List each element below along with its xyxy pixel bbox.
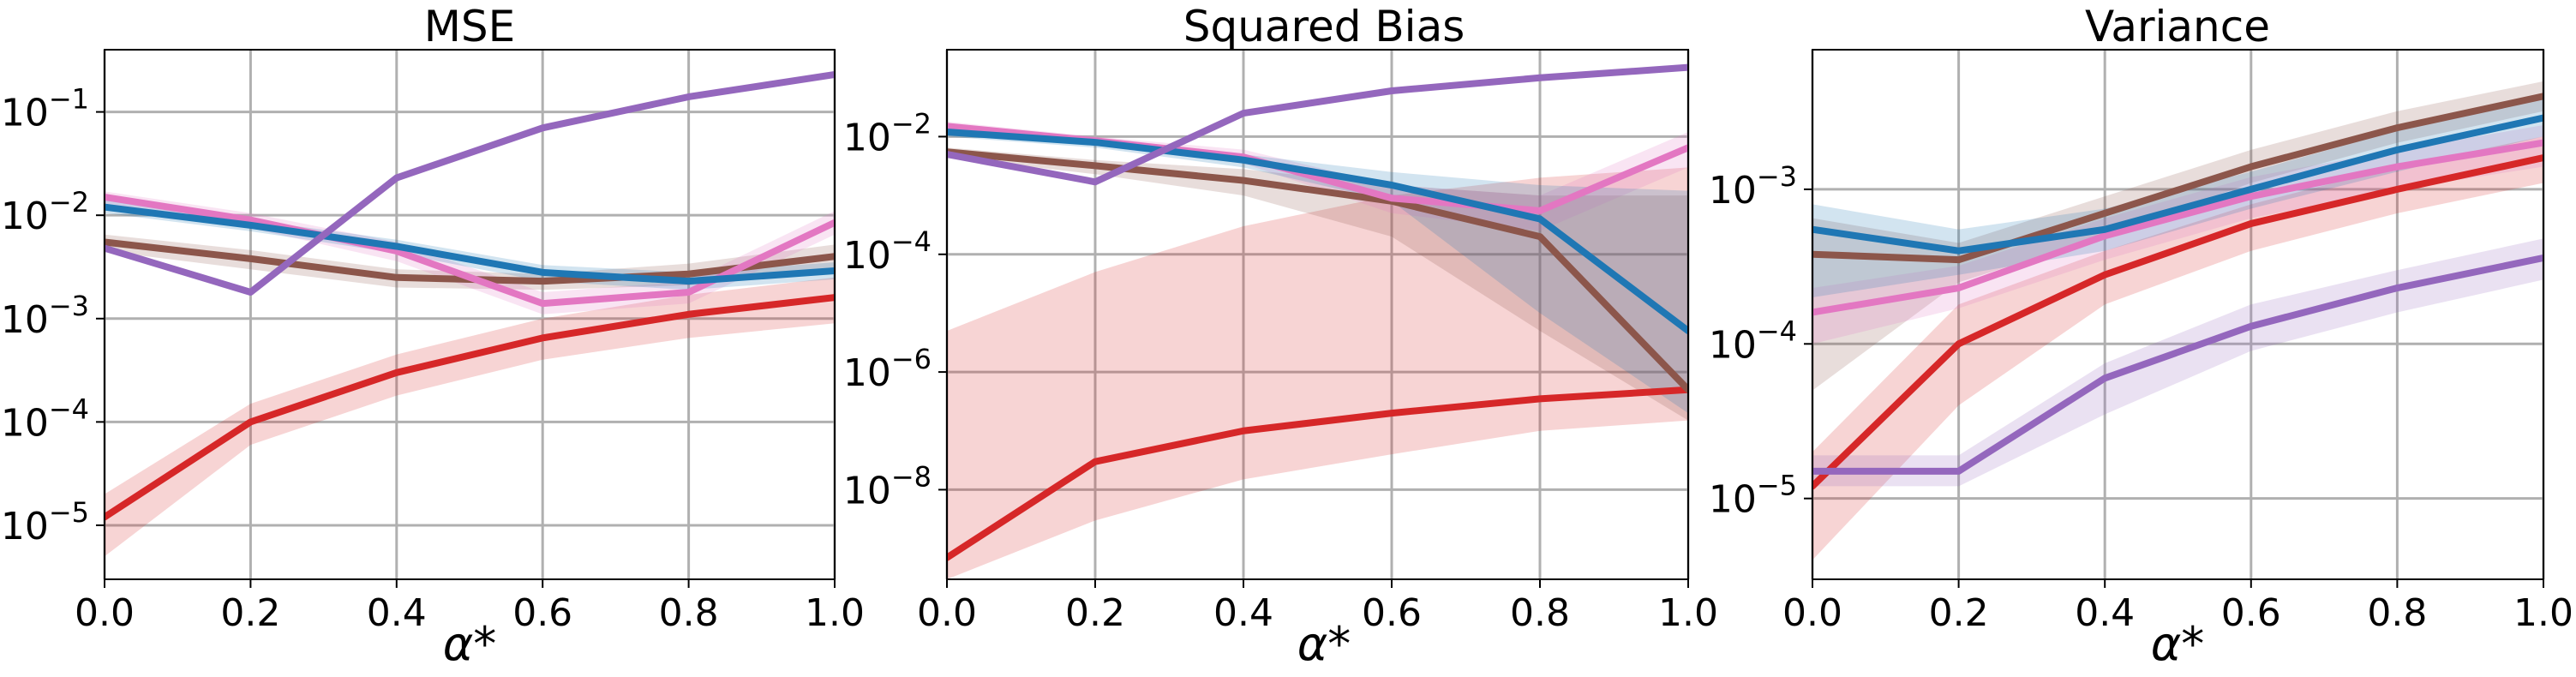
x-tick-label: 0.2 (220, 591, 280, 635)
confidence-band (1812, 125, 2543, 344)
subplot-title: Variance (2085, 2, 2270, 51)
x-tick-label: 0.2 (1065, 591, 1125, 635)
confidence-band (947, 167, 1688, 579)
subplot-squared-bias: Squared Bias α* 0.0 0.2 0.4 0.6 0.8 1.0 10−8 10… (843, 2, 1718, 671)
series-line (947, 148, 1688, 393)
x-tick-label: 0.4 (367, 591, 427, 635)
x-tick-label: 0.0 (917, 591, 977, 635)
plot-area (1812, 81, 2543, 560)
x-tick-label: 1.0 (2513, 591, 2573, 635)
axes-frame (946, 49, 1689, 580)
x-tick-label: 0.0 (1782, 591, 1842, 635)
y-tick-label: 10−5 (1709, 470, 1797, 522)
x-tick-label: 0.4 (2075, 591, 2135, 635)
subplot-title: MSE (424, 2, 515, 51)
y-tick-label: 10−4 (1, 392, 89, 445)
y-tick-label: 10−4 (843, 225, 932, 278)
x-axis-label: α* (1297, 617, 1351, 671)
axes-frame (1812, 49, 2544, 580)
confidence-band (105, 191, 835, 315)
y-tick-label: 10−3 (1709, 160, 1797, 213)
subplot-title: Squared Bias (1183, 2, 1465, 51)
x-tick-label: 0.0 (75, 591, 135, 635)
y-tick-label: 10−4 (1709, 315, 1797, 367)
x-tick-label: 1.0 (1658, 591, 1718, 635)
y-tick-label: 10−5 (1, 496, 89, 548)
y-tick-label: 10−8 (843, 460, 932, 512)
series-line (947, 63, 1688, 186)
y-tick-label: 10−2 (1, 186, 89, 238)
series-line (947, 386, 1688, 561)
x-tick-label: 0.2 (1929, 591, 1989, 635)
x-axis-label: α* (443, 617, 497, 671)
y-tick-label: 10−3 (1, 290, 89, 342)
plot-area (105, 70, 835, 557)
confidence-band (947, 147, 1688, 421)
confidence-band (947, 128, 1688, 414)
y-tick-label: 10−1 (1, 83, 89, 135)
series-line (947, 128, 1688, 335)
series-line (1812, 114, 2543, 255)
x-tick-label: 0.6 (2221, 591, 2281, 635)
series-line (105, 203, 835, 285)
x-tick-label: 0.6 (1362, 591, 1422, 635)
axes-frame (104, 49, 836, 580)
series-line (105, 294, 835, 521)
x-tick-label: 0.8 (2367, 591, 2427, 635)
x-tick-label: 0.6 (512, 591, 572, 635)
x-axis-label: α* (2151, 617, 2205, 671)
subplot-mse: MSE α* 0.0 0.2 0.4 0.6 0.8 1.0 10−5 10−4 10−3 10−… (1, 2, 865, 671)
series-line (1812, 254, 2543, 475)
x-tick-label: 0.8 (1510, 591, 1570, 635)
series-line (105, 70, 835, 296)
confidence-band (105, 200, 835, 291)
plot-area (947, 63, 1688, 579)
x-tick-label: 0.8 (659, 591, 719, 635)
x-tick-label: 1.0 (805, 591, 865, 635)
x-tick-label: 0.4 (1213, 591, 1273, 635)
series-line (1812, 154, 2543, 490)
series-line (1812, 93, 2543, 264)
subplot-variance: Variance α* 0.0 0.2 0.4 0.6 0.8 1.0 10−5 10−4 10… (1709, 2, 2573, 671)
series-line (1812, 139, 2543, 316)
y-tick-label: 10−2 (843, 107, 932, 159)
y-tick-label: 10−6 (843, 343, 932, 395)
